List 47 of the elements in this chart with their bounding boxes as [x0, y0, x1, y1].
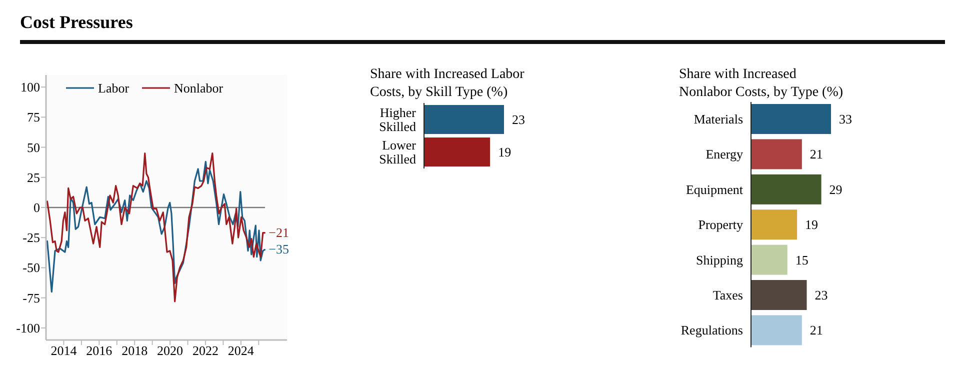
bar	[751, 244, 788, 275]
bar	[751, 139, 802, 170]
data-label: 15	[795, 252, 808, 268]
bar	[751, 280, 807, 310]
y-tick-label: Lower Skilled	[379, 138, 417, 166]
bar	[751, 210, 798, 240]
x-tick-label: 2014	[50, 343, 78, 358]
data-label: 21	[810, 322, 823, 338]
data-label: 33	[839, 112, 852, 126]
y-tick-label: 25	[27, 170, 40, 185]
x-tick-label: 2022	[192, 343, 218, 358]
y-tick-label: Property	[698, 217, 744, 232]
y-tick-label: Energy	[706, 146, 744, 162]
y-tick-label: -25	[22, 230, 40, 246]
y-tick-label: -50	[22, 260, 40, 276]
y-tick-label: Higher Skilled	[379, 105, 417, 134]
data-label: 21	[810, 146, 823, 162]
x-tick-label: 2020	[157, 343, 184, 358]
data-label: 29	[829, 182, 842, 197]
y-tick-label: 0	[34, 200, 40, 215]
x-tick-label: 2016	[86, 343, 113, 358]
data-label: 19	[498, 144, 512, 160]
y-tick-label: Shipping	[696, 252, 744, 268]
y-tick-label: 50	[27, 140, 40, 155]
y-tick-label: 100	[20, 80, 40, 95]
x-tick-label: 2018	[122, 343, 148, 358]
annotation: −35	[268, 242, 290, 257]
y-tick-label: Equipment	[686, 182, 744, 197]
bar	[751, 104, 831, 134]
chart-title: Share with Increased Nonlabor Costs, by Type (%)	[679, 67, 844, 100]
annotation: −21	[268, 224, 290, 240]
y-tick-label: Materials	[694, 112, 743, 126]
x-tick-label: 2024	[228, 343, 254, 358]
y-tick-label: 75	[27, 110, 40, 125]
data-label: 19	[805, 217, 818, 232]
y-tick-label: Taxes	[712, 288, 743, 302]
y-tick-label: -75	[22, 290, 40, 306]
data-label: 23	[814, 288, 828, 302]
bar	[751, 174, 822, 204]
legend-label: Nonlabor	[174, 80, 224, 96]
chart-title: Share with Increased Labor Costs, by Skill Type (%)	[370, 67, 525, 100]
chart-title: Cost Pressures	[20, 12, 133, 32]
legend-label: Labor	[98, 80, 130, 96]
data-label: 23	[512, 112, 525, 127]
y-tick-label: Regulations	[680, 322, 743, 338]
y-tick-label: -100	[16, 320, 40, 336]
bar	[751, 315, 802, 346]
